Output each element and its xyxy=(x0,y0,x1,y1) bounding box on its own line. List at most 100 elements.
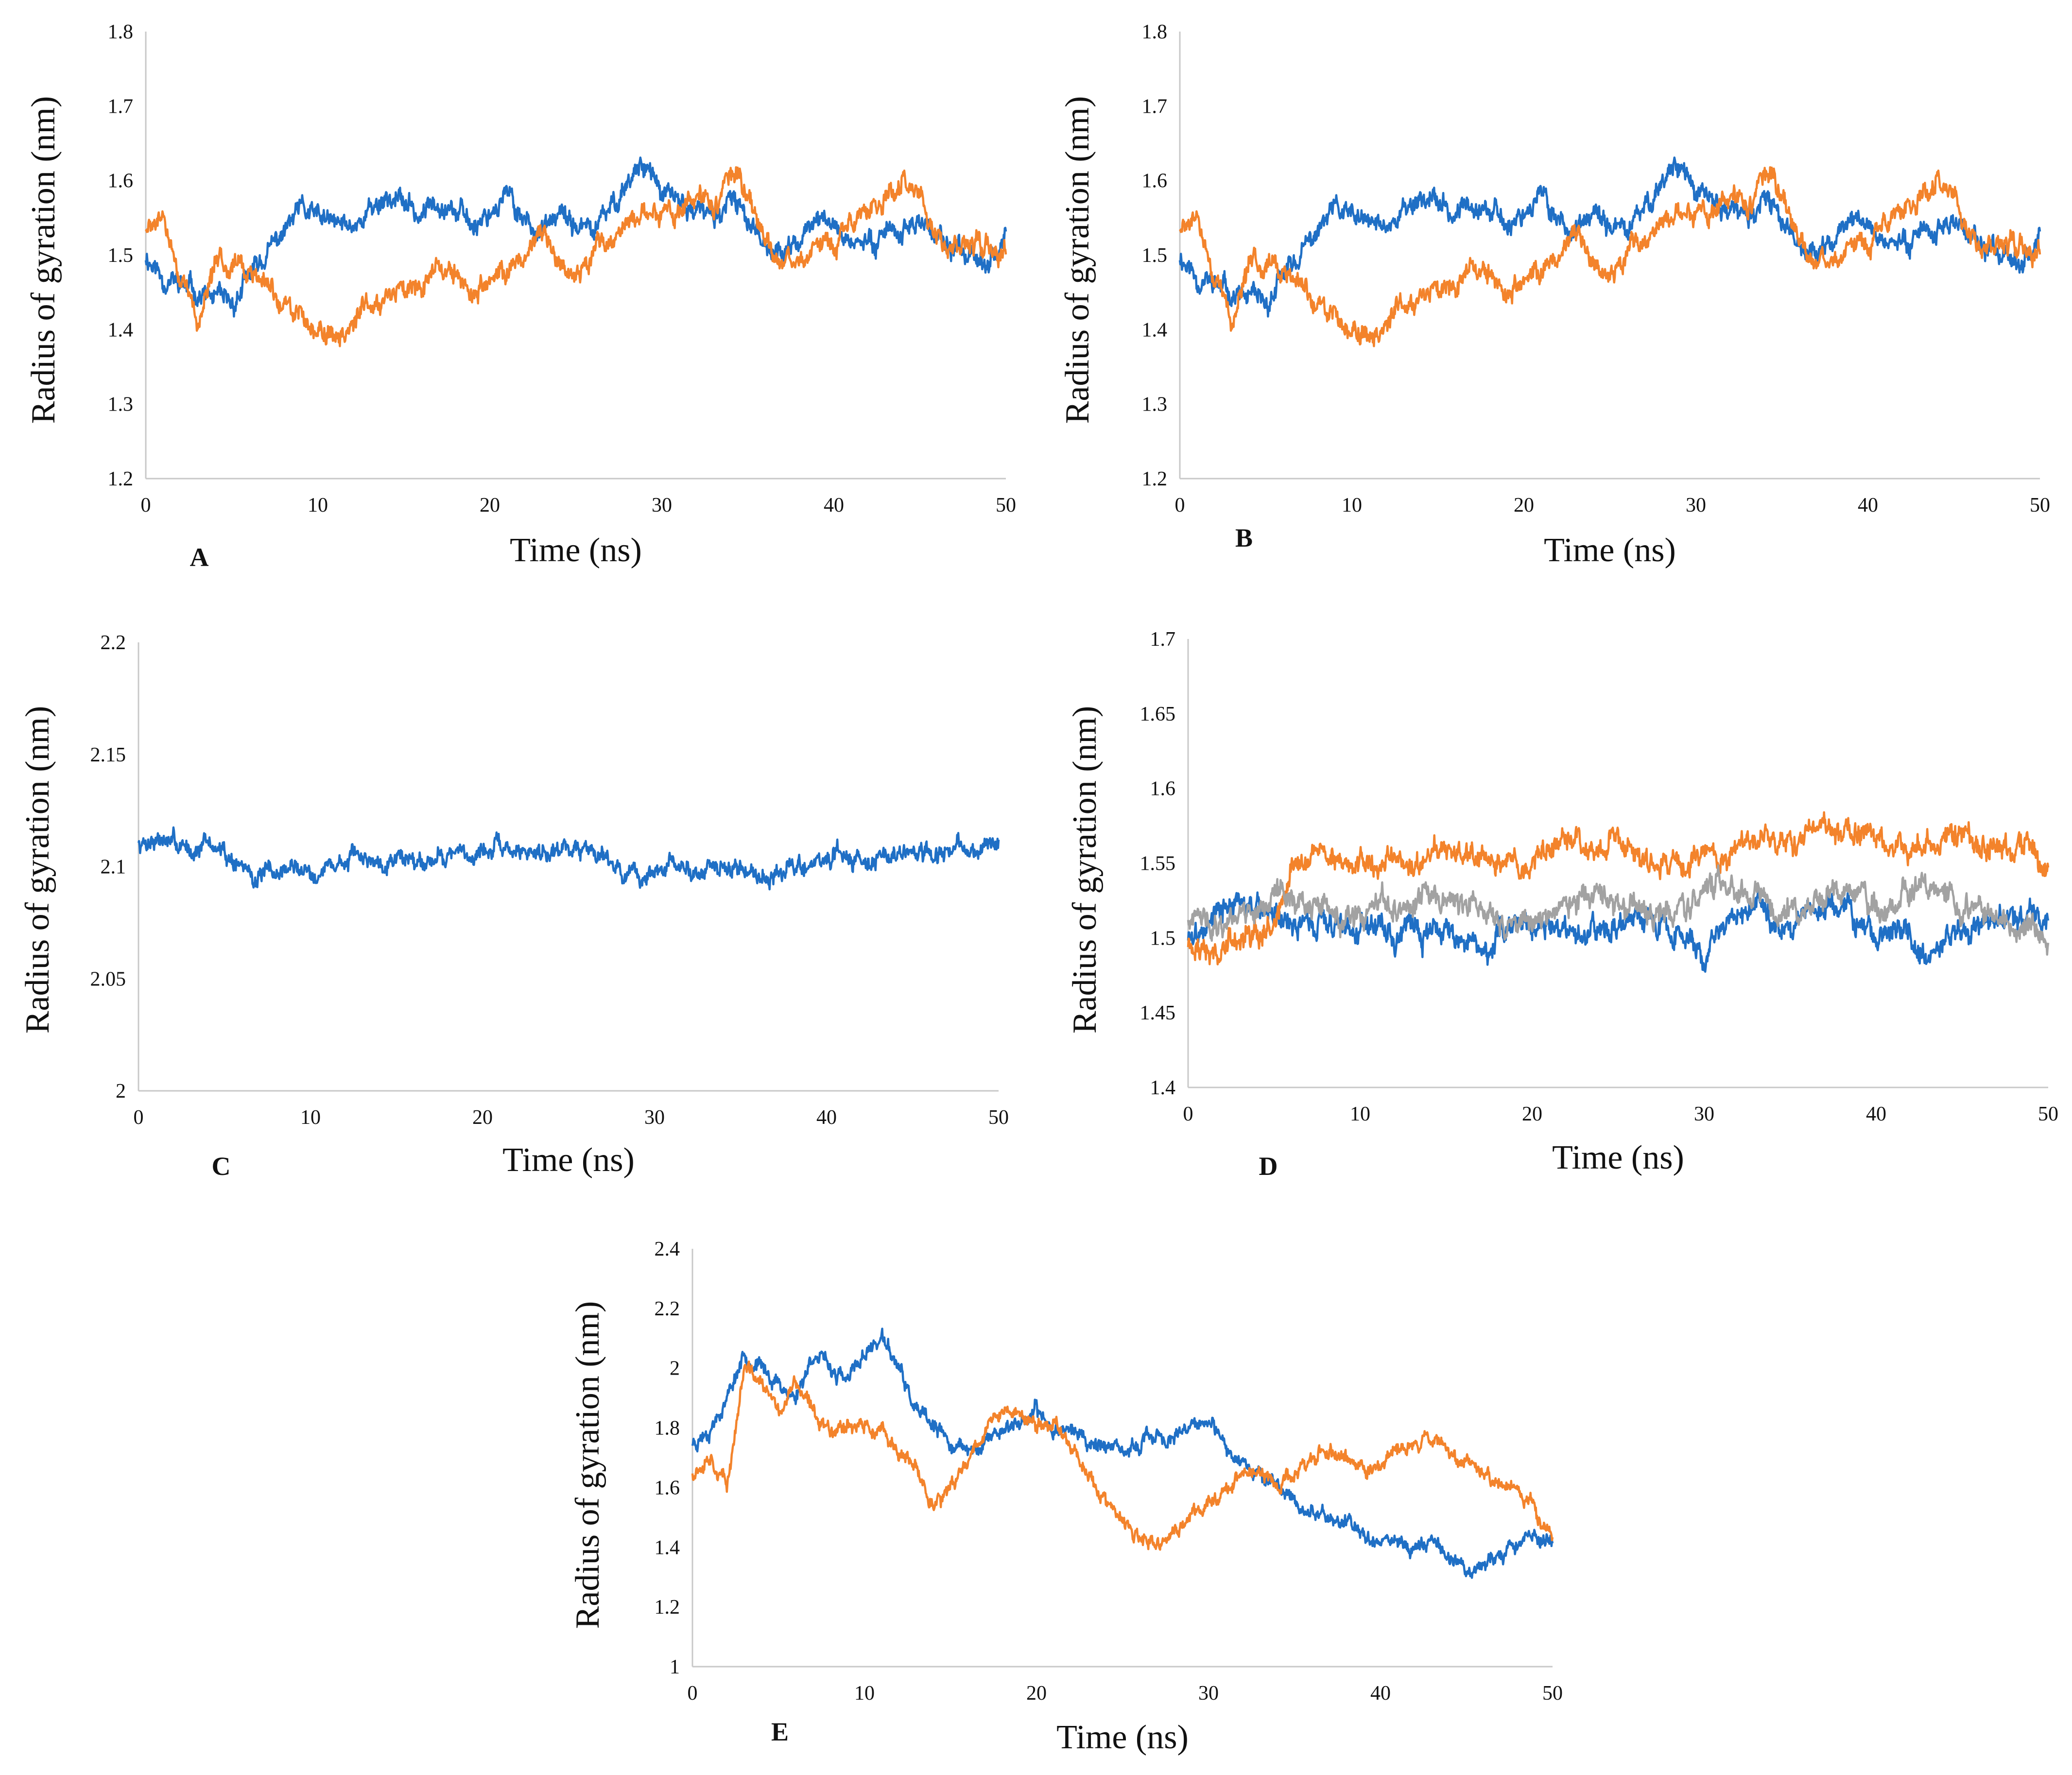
series-line-b-1 xyxy=(1178,156,2041,318)
x-tick-label-d: 0 xyxy=(1183,1103,1193,1125)
panel-b: 1.2 1.3 1.4 1.5 1.6 1.7 1.8 0 10 20 30 40 50 Time (n… xyxy=(1059,21,2050,569)
y-tick-label-e: 2.2 xyxy=(655,1298,680,1320)
y-tick-label-c: 2.15 xyxy=(90,744,126,766)
panel-label-b: B xyxy=(1235,523,1253,552)
y-tick-label-b: 1.5 xyxy=(1142,244,1168,267)
y-tick-label-d: 1.7 xyxy=(1150,628,1176,651)
panel-label-c: C xyxy=(212,1152,231,1181)
y-tick-label-c: 2.2 xyxy=(101,632,126,654)
y-tick-label-e: 1.4 xyxy=(655,1536,680,1559)
x-tick-label-b: 30 xyxy=(1686,494,1706,517)
panel-label-a: A xyxy=(190,543,209,572)
y-tick-label-e: 2 xyxy=(670,1358,680,1380)
plot-area-b: 1.2 1.3 1.4 1.5 1.6 1.7 1.8 0 10 20 30 40 50 xyxy=(1142,21,2051,517)
x-tick-label-d: 10 xyxy=(1350,1103,1370,1125)
x-tick-label-c: 30 xyxy=(644,1106,665,1129)
x-axis-title-c: Time (ns) xyxy=(502,1141,635,1179)
y-tick-label-c: 2.1 xyxy=(101,856,126,879)
panel-a: 1.2 1.3 1.4 1.5 1.6 1.7 1.8 0 10 20 30 40 50 Time (n… xyxy=(25,21,1016,572)
x-tick-label-b: 20 xyxy=(1514,494,1534,517)
x-tick-label-e: 0 xyxy=(688,1682,698,1705)
y-tick-label-d: 1.45 xyxy=(1140,1002,1176,1024)
x-tick-label-c: 50 xyxy=(988,1106,1009,1129)
x-tick-label-d: 20 xyxy=(1522,1103,1542,1125)
y-axis-title-d: Radius of gyration (nm) xyxy=(1066,706,1104,1034)
x-tick-label-e: 20 xyxy=(1026,1682,1047,1705)
series-line-d-2 xyxy=(1187,811,2050,965)
y-tick-label-c: 2 xyxy=(116,1080,126,1103)
y-tick-label-e: 1.8 xyxy=(655,1417,680,1440)
x-tick-label-a: 20 xyxy=(480,494,500,517)
y-tick-label-a: 1.2 xyxy=(108,468,134,490)
y-axis-title-a: Radius of gyration (nm) xyxy=(25,96,62,424)
panel-c: 2 2.05 2.1 2.15 2.2 0 10 20 30 40 50 Time (ns) Rad… xyxy=(19,632,1009,1181)
series-line-d-3 xyxy=(1187,864,2050,956)
x-tick-label-e: 50 xyxy=(1542,1682,1563,1705)
x-tick-label-c: 40 xyxy=(816,1106,837,1129)
plot-area-c: 2 2.05 2.1 2.15 2.2 0 10 20 30 40 50 xyxy=(90,632,1009,1129)
x-tick-label-a: 50 xyxy=(996,494,1016,517)
y-tick-label-c: 2.05 xyxy=(90,968,126,990)
x-axis-title-a: Time (ns) xyxy=(510,532,642,569)
x-tick-label-a: 30 xyxy=(652,494,672,517)
y-tick-label-d: 1.65 xyxy=(1140,703,1176,725)
y-tick-label-b: 1.7 xyxy=(1142,95,1168,118)
x-tick-label-a: 40 xyxy=(824,494,844,517)
y-tick-label-b: 1.4 xyxy=(1142,319,1168,341)
panel-label-d: D xyxy=(1259,1152,1278,1181)
y-tick-label-d: 1.6 xyxy=(1150,778,1176,800)
x-axis-title-b: Time (ns) xyxy=(1544,532,1676,569)
series-line-a-1 xyxy=(144,156,1007,318)
series-line-a-2 xyxy=(145,166,1007,347)
x-tick-label-c: 0 xyxy=(134,1106,144,1129)
y-tick-label-b: 1.6 xyxy=(1142,170,1168,192)
y-tick-label-b: 1.2 xyxy=(1142,468,1168,490)
y-tick-label-a: 1.7 xyxy=(108,95,134,118)
x-tick-label-e: 30 xyxy=(1198,1682,1219,1705)
series-line-c-1 xyxy=(137,826,1000,891)
x-tick-label-d: 30 xyxy=(1694,1103,1714,1125)
y-tick-label-e: 1.2 xyxy=(655,1596,680,1619)
series-line-e-2 xyxy=(691,1360,1554,1551)
y-tick-label-a: 1.8 xyxy=(108,21,134,43)
series-line-e-1 xyxy=(691,1327,1554,1579)
x-tick-label-d: 40 xyxy=(1866,1103,1886,1125)
panel-label-e: E xyxy=(771,1717,789,1746)
plot-area-a: 1.2 1.3 1.4 1.5 1.6 1.7 1.8 0 10 20 30 40 50 xyxy=(108,21,1017,517)
x-axis-title-d: Time (ns) xyxy=(1552,1139,1684,1176)
y-axis-title-c: Radius of gyration (nm) xyxy=(19,706,56,1034)
series-line-d-1 xyxy=(1187,886,2050,973)
x-tick-label-a: 10 xyxy=(308,494,328,517)
y-axis-title-e: Radius of gyration (nm) xyxy=(569,1301,606,1629)
x-tick-label-b: 0 xyxy=(1175,494,1185,517)
series-line-b-2 xyxy=(1179,166,2041,347)
y-tick-label-b: 1.8 xyxy=(1142,21,1168,43)
plot-area-e: 1 1.2 1.4 1.6 1.8 2 2.2 2.4 0 10 20 30 40 50 xyxy=(655,1238,1563,1705)
plot-area-d: 1.4 1.45 1.5 1.55 1.6 1.65 1.7 0 10 20 30 40 50 xyxy=(1140,628,2059,1125)
x-tick-label-e: 10 xyxy=(854,1682,875,1705)
x-tick-label-e: 40 xyxy=(1370,1682,1391,1705)
x-tick-label-b: 10 xyxy=(1342,494,1362,517)
y-tick-label-a: 1.4 xyxy=(108,319,134,341)
y-tick-label-e: 1.6 xyxy=(655,1477,680,1499)
y-tick-label-e: 1 xyxy=(670,1656,680,1678)
panel-e: 1 1.2 1.4 1.6 1.8 2 2.2 2.4 0 10 20 30 40 50 Time (ns… xyxy=(569,1238,1563,1756)
x-tick-label-b: 40 xyxy=(1858,494,1878,517)
y-axis-title-b: Radius of gyration (nm) xyxy=(1059,96,1096,424)
y-tick-label-a: 1.6 xyxy=(108,170,134,192)
x-tick-label-a: 0 xyxy=(141,494,151,517)
y-tick-label-d: 1.55 xyxy=(1140,853,1176,875)
x-tick-label-b: 50 xyxy=(2030,494,2050,517)
x-tick-label-c: 10 xyxy=(300,1106,321,1129)
y-tick-label-e: 2.4 xyxy=(655,1238,680,1260)
x-tick-label-d: 50 xyxy=(2038,1103,2058,1125)
x-axis-title-e: Time (ns) xyxy=(1056,1719,1189,1756)
y-tick-label-d: 1.4 xyxy=(1150,1077,1176,1099)
x-tick-label-c: 20 xyxy=(472,1106,493,1129)
y-tick-label-b: 1.3 xyxy=(1142,394,1168,416)
y-tick-label-a: 1.5 xyxy=(108,244,134,267)
y-tick-label-a: 1.3 xyxy=(108,394,134,416)
panel-d: 1.4 1.45 1.5 1.55 1.6 1.65 1.7 0 10 20 30 40 50 Time… xyxy=(1066,628,2058,1181)
y-tick-label-d: 1.5 xyxy=(1150,927,1176,949)
